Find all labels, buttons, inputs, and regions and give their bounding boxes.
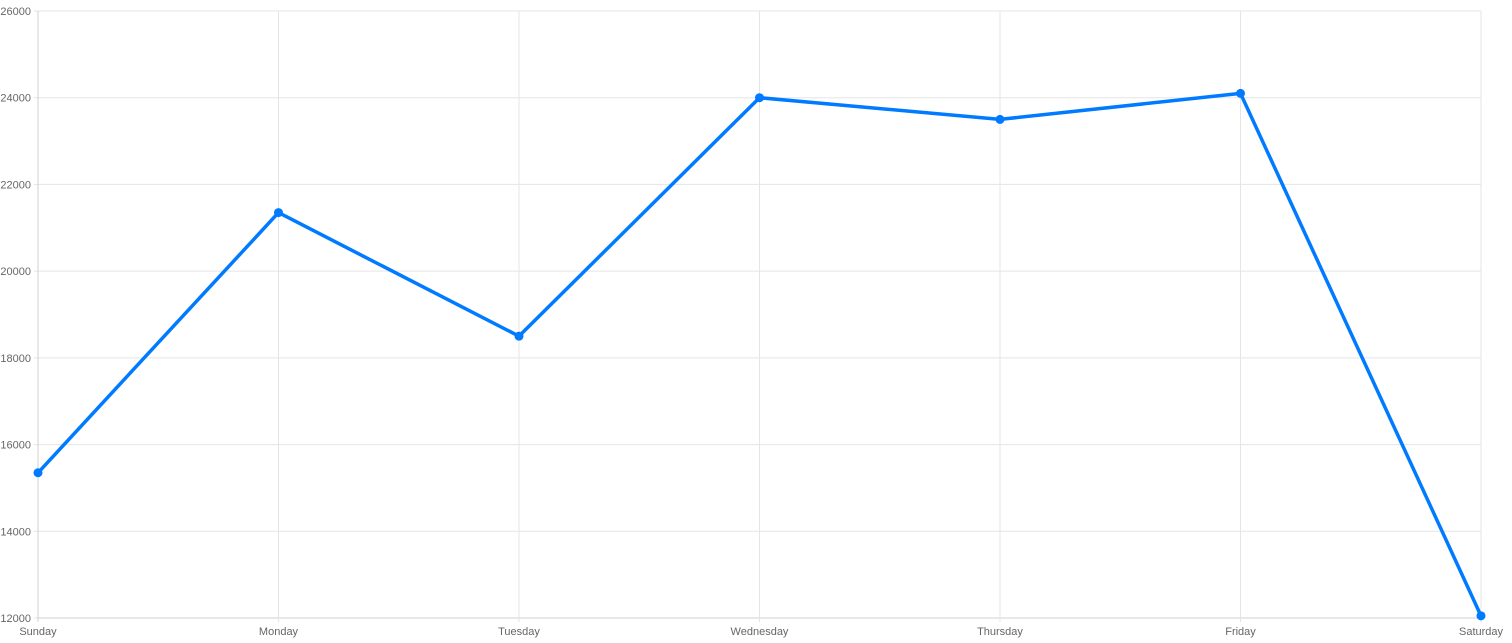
x-tick-label: Saturday — [1459, 626, 1504, 638]
y-tick-label: 26000 — [0, 6, 31, 18]
x-tick-label: Tuesday — [498, 626, 540, 638]
y-tick-label: 12000 — [0, 613, 31, 625]
y-tick-label: 24000 — [0, 93, 31, 105]
data-point[interactable] — [755, 93, 764, 103]
grid — [34, 10, 1482, 622]
data-point[interactable] — [274, 208, 283, 218]
y-tick-label: 16000 — [0, 440, 31, 452]
data-point[interactable] — [1476, 611, 1486, 621]
y-axis-ticks: 12000 14000 16000 18000 20000 22000 24000 26000 — [0, 6, 31, 625]
x-tick-label: Sunday — [19, 626, 57, 638]
series — [33, 88, 1486, 621]
x-tick-label: Thursday — [977, 626, 1023, 638]
y-tick-label: 18000 — [0, 353, 31, 365]
x-tick-label: Wednesday — [731, 626, 789, 638]
data-point[interactable] — [995, 114, 1005, 124]
data-point[interactable] — [514, 331, 524, 341]
y-tick-label: 14000 — [0, 526, 31, 538]
x-tick-label: Friday — [1225, 626, 1256, 638]
data-point[interactable] — [1236, 88, 1245, 98]
x-tick-label: Monday — [259, 626, 299, 638]
data-point[interactable] — [33, 468, 43, 478]
y-tick-label: 20000 — [0, 266, 31, 278]
x-axis-ticks: Sunday Monday Tuesday Wednesday Thursday Frid… — [19, 626, 1503, 638]
y-tick-label: 22000 — [0, 179, 31, 191]
